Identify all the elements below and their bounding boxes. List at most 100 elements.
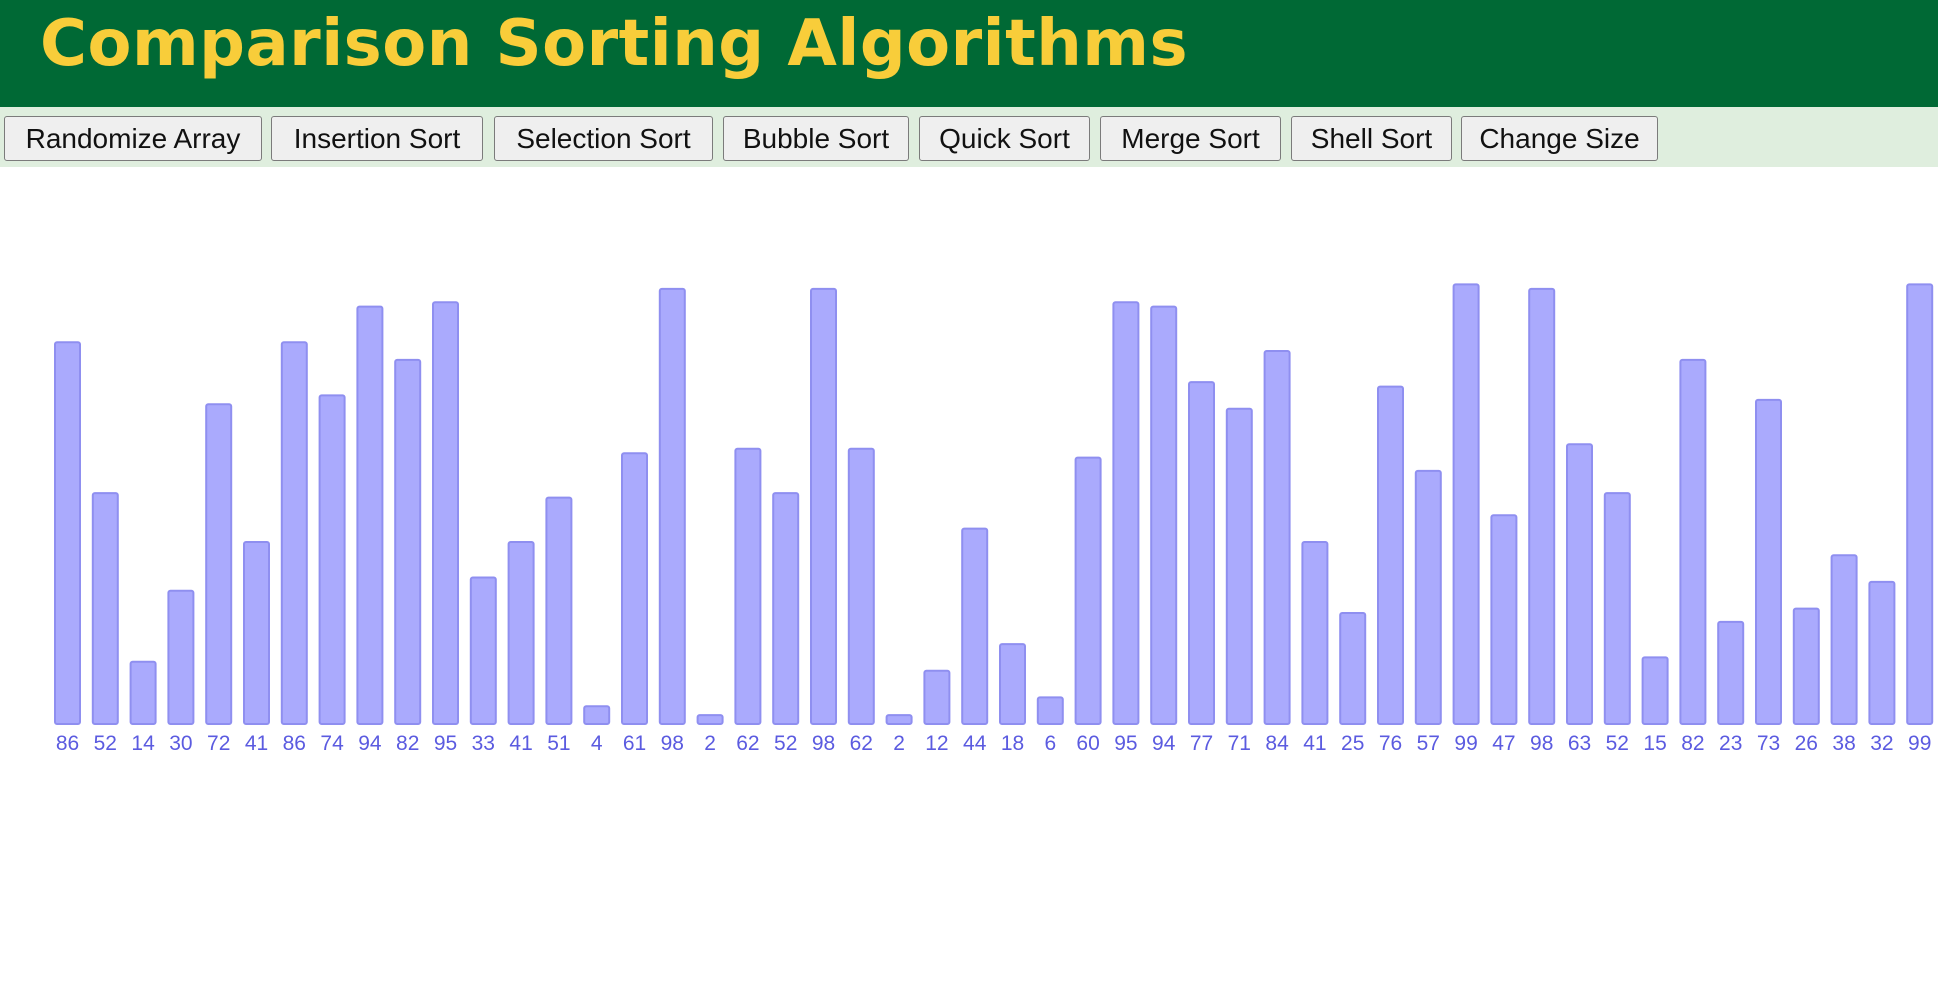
array-value-label: 95: [1114, 732, 1137, 755]
array-value-label: 38: [1832, 732, 1855, 755]
array-value-label: 14: [131, 732, 155, 755]
array-bar: [1036, 696, 1064, 726]
array-bar: [469, 576, 497, 725]
array-value-label: 98: [661, 732, 684, 755]
array-bar: [280, 341, 308, 725]
array-value-label: 76: [1379, 732, 1402, 755]
bubble-sort-button[interactable]: Bubble Sort: [723, 116, 909, 161]
array-bar: [1225, 407, 1253, 726]
array-bar: [1528, 287, 1556, 726]
array-value-label: 60: [1076, 732, 1099, 755]
array-bar: [129, 660, 157, 725]
insertion-sort-button[interactable]: Insertion Sort: [271, 116, 483, 161]
array-value-label: 26: [1795, 732, 1818, 755]
array-bar: [1830, 554, 1858, 725]
array-value-label: 15: [1643, 732, 1666, 755]
page-title: Comparison Sorting Algorithms: [40, 7, 1189, 81]
array-value-label: 47: [1492, 732, 1515, 755]
array-bar: [54, 341, 81, 725]
array-bar: [1150, 305, 1178, 725]
array-bar: [356, 305, 384, 725]
array-value-label: 6: [1044, 732, 1056, 755]
selection-sort-button[interactable]: Selection Sort: [494, 116, 713, 161]
array-value-label: 94: [1152, 732, 1176, 755]
array-value-label: 73: [1757, 732, 1780, 755]
array-bar: [621, 452, 648, 725]
array-bar: [1263, 350, 1291, 725]
array-bar: [772, 492, 800, 725]
array-value-label: 23: [1719, 732, 1742, 755]
array-value-label: 44: [963, 732, 987, 755]
array-bar: [1074, 456, 1102, 725]
array-value-label: 82: [396, 732, 419, 755]
array-bar: [999, 643, 1026, 726]
array-bar: [1339, 612, 1367, 725]
array-bar: [1490, 514, 1518, 725]
algorithm-toolbar: Randomize Array Insertion Sort Selection…: [0, 107, 1938, 167]
merge-sort-button[interactable]: Merge Sort: [1100, 116, 1281, 161]
array-value-label: 41: [245, 732, 268, 755]
array-bar: [243, 541, 270, 725]
array-value-label: 74: [320, 732, 344, 755]
array-value-label: 61: [623, 732, 646, 755]
array-bar: [961, 527, 989, 725]
array-value-label: 52: [1606, 732, 1629, 755]
array-value-label: 57: [1417, 732, 1440, 755]
array-bar: [1377, 385, 1404, 725]
array-value-label: 62: [736, 732, 759, 755]
shell-sort-button[interactable]: Shell Sort: [1291, 116, 1452, 161]
array-value-label: 52: [774, 732, 797, 755]
array-value-label: 94: [358, 732, 382, 755]
array-bar: [658, 287, 686, 726]
array-bar: [1792, 607, 1820, 726]
array-bar: [1641, 656, 1669, 725]
array-bar: [432, 301, 459, 725]
array-bar: [1755, 398, 1782, 725]
array-value-label: 41: [509, 732, 532, 755]
array-value-label: 86: [56, 732, 79, 755]
array-bar: [1717, 620, 1745, 725]
array-bar: [394, 358, 422, 725]
array-bar: [1603, 492, 1631, 725]
change-size-button[interactable]: Change Size: [1461, 116, 1658, 161]
array-bar: [545, 496, 573, 725]
array-bar: [696, 714, 724, 725]
array-value-label: 62: [850, 732, 873, 755]
array-bars-svg: 86 52 14 30 72 41 86 74 94 82 95 33 41 51 4 61 98 2 62 52 98…: [54, 283, 1934, 755]
array-bar: [1301, 541, 1329, 725]
array-value-label: 95: [434, 732, 457, 755]
array-bar: [847, 447, 875, 725]
array-bar: [1906, 283, 1934, 726]
array-bar: [91, 492, 119, 725]
array-value-label: 77: [1190, 732, 1213, 755]
array-value-label: 98: [1530, 732, 1553, 755]
array-value-label: 2: [704, 732, 716, 755]
array-bar: [810, 287, 837, 726]
array-value-label: 72: [207, 732, 230, 755]
array-bar: [1868, 580, 1896, 725]
array-bar: [318, 394, 346, 725]
array-visualization: 86 52 14 30 72 41 86 74 94 82 95 33 41 51 4 61 98 2 62 52 98…: [0, 167, 1938, 978]
array-value-label: 41: [1303, 732, 1326, 755]
array-bar: [1452, 283, 1480, 726]
array-bar: [1566, 443, 1593, 725]
array-bar: [923, 669, 951, 726]
array-value-label: 33: [472, 732, 495, 755]
quick-sort-button[interactable]: Quick Sort: [919, 116, 1090, 161]
array-bar: [1188, 381, 1215, 725]
array-value-label: 12: [925, 732, 948, 755]
array-value-label: 25: [1341, 732, 1364, 755]
array-value-label: 84: [1265, 732, 1289, 755]
array-value-label: 86: [283, 732, 306, 755]
array-value-label: 99: [1908, 732, 1931, 755]
randomize-array-button[interactable]: Randomize Array: [4, 116, 262, 161]
array-value-label: 63: [1568, 732, 1591, 755]
array-value-label: 32: [1870, 732, 1893, 755]
array-bar: [1414, 469, 1442, 725]
array-bar: [205, 403, 233, 726]
array-value-label: 71: [1228, 732, 1251, 755]
array-bar: [1112, 301, 1140, 725]
array-value-label: 18: [1001, 732, 1024, 755]
array-value-label: 4: [591, 732, 603, 755]
array-value-label: 98: [812, 732, 835, 755]
